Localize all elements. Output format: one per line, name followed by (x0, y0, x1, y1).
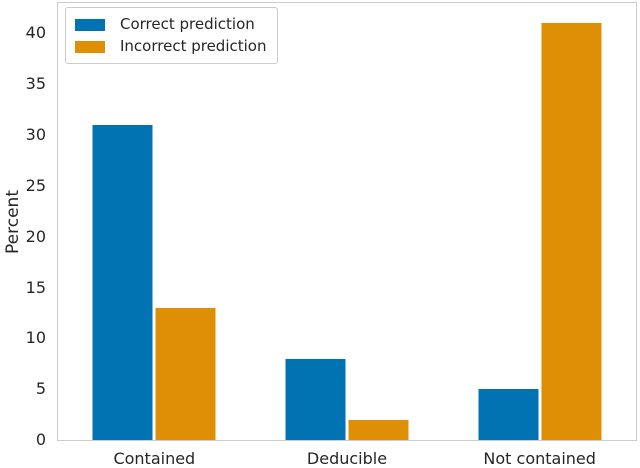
legend-swatch-incorrect-prediction (75, 40, 105, 53)
y-tick-label: 25 (25, 175, 46, 195)
legend: Correct prediction Incorrect prediction (65, 7, 279, 64)
bar-correct-prediction-deducible (285, 358, 346, 440)
y-tick-label: 40 (25, 23, 46, 43)
y-tick-label: 30 (25, 125, 46, 145)
bar-correct-prediction-contained (92, 124, 153, 440)
bar-incorrect-prediction-contained (155, 307, 216, 440)
bar-incorrect-prediction-not-contained (541, 23, 602, 440)
legend-label: Incorrect prediction (120, 37, 267, 55)
y-tick-label: 10 (25, 328, 46, 348)
legend-item-correct-prediction: Correct prediction (75, 15, 266, 34)
y-tick-label: 35 (25, 74, 46, 94)
plot-area: Correct prediction Incorrect prediction (57, 2, 637, 441)
y-tick-label: 5 (35, 379, 46, 399)
x-tick-label-not-contained: Not contained (483, 449, 596, 468)
bar-correct-prediction-not-contained (478, 389, 539, 440)
bar-group-not-contained (478, 23, 602, 440)
bar-incorrect-prediction-deducible (348, 419, 409, 440)
y-tick-label: 20 (25, 226, 46, 246)
bar-group-contained (92, 124, 216, 440)
legend-label: Correct prediction (120, 15, 255, 33)
y-tick-label: 15 (25, 277, 46, 297)
x-tick-label-contained: Contained (113, 449, 196, 468)
bar-group-deducible (285, 358, 409, 440)
legend-swatch-correct-prediction (75, 18, 105, 31)
legend-item-incorrect-prediction: Incorrect prediction (75, 37, 266, 56)
y-tick-label: 0 (35, 430, 46, 449)
x-tick-label-deducible: Deducible (306, 449, 388, 468)
